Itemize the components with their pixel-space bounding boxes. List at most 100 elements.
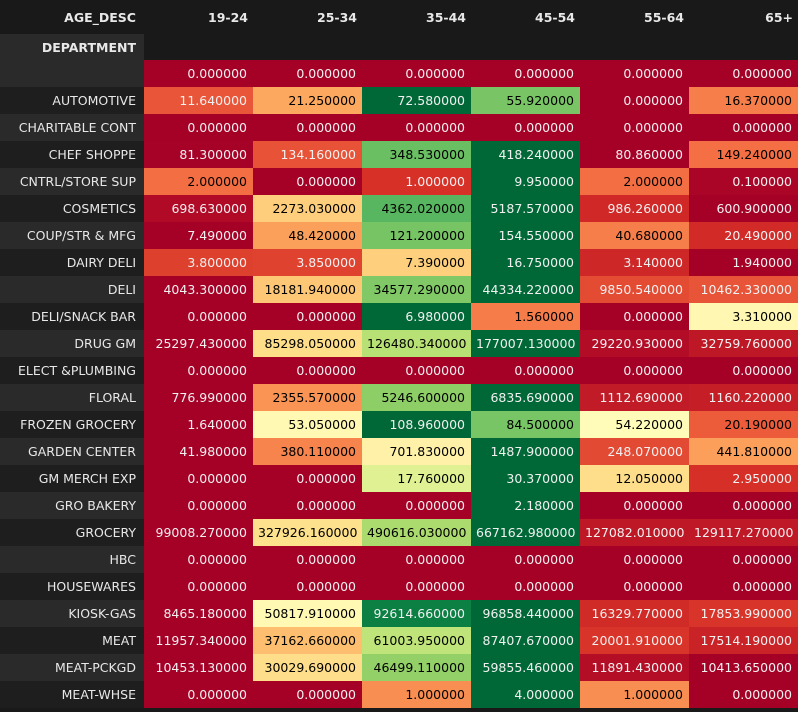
row-label: CHARITABLE CONT (0, 114, 144, 141)
heatmap-cell: 3.800000 (144, 249, 253, 276)
table-row: DRUG GM 25297.430000 85298.050000 126480.34… (0, 330, 798, 357)
heatmap-cell: 126480.340000 (362, 330, 471, 357)
heatmap-cell: 0.000000 (144, 357, 253, 384)
heatmap-cell: 11.640000 (144, 87, 253, 114)
heatmap-cell: 54.220000 (580, 411, 689, 438)
table-row: DELI/SNACK BAR 0.000000 0.000000 6.980000 1.… (0, 303, 798, 330)
heatmap-cell: 41.980000 (144, 438, 253, 465)
heatmap-cell: 177007.130000 (471, 330, 580, 357)
heatmap-cell: 0.000000 (253, 303, 362, 330)
blank-header-cell (580, 34, 689, 60)
row-label: DELI (0, 276, 144, 303)
heatmap-cell: 0.000000 (362, 114, 471, 141)
row-label: GROCERY (0, 519, 144, 546)
heatmap-cell: 0.000000 (362, 492, 471, 519)
heatmap-cell: 0.000000 (253, 681, 362, 708)
table-row: AUTOMOTIVE 11.640000 21.250000 72.580000 55.… (0, 87, 798, 114)
heatmap-cell: 0.000000 (362, 357, 471, 384)
row-label: HOUSEWARES (0, 573, 144, 600)
table-row: MEAT 11957.340000 37162.660000 61003.950000… (0, 627, 798, 654)
heatmap-cell: 72.580000 (362, 87, 471, 114)
table-row: HOUSEWARES 0.000000 0.000000 0.000000 0.0000… (0, 573, 798, 600)
heatmap-cell: 0.000000 (689, 60, 798, 87)
heatmap-cell: 18181.940000 (253, 276, 362, 303)
row-label: MEAT-WHSE (0, 681, 144, 708)
heatmap-cell: 1.000000 (580, 681, 689, 708)
table-row: CHARITABLE CONT 0.000000 0.000000 0.000000 0… (0, 114, 798, 141)
row-label: CNTRL/STORE SUP (0, 168, 144, 195)
index-name-row: DEPARTMENT (0, 34, 798, 60)
heatmap-cell: 6835.690000 (471, 384, 580, 411)
table-row: 0.000000 0.000000 0.000000 0.000000 0.000000… (0, 60, 798, 87)
row-label: CHEF SHOPPE (0, 141, 144, 168)
heatmap-cell: 1160.220000 (689, 384, 798, 411)
columns-name-header: AGE_DESC (0, 0, 144, 34)
heatmap-cell: 776.990000 (144, 384, 253, 411)
heatmap-cell: 8465.180000 (144, 600, 253, 627)
heatmap-cell: 0.000000 (362, 546, 471, 573)
heatmap-cell: 1.940000 (689, 249, 798, 276)
heatmap-cell: 490616.030000 (362, 519, 471, 546)
heatmap-cell: 61003.950000 (362, 627, 471, 654)
heatmap-cell: 2.000000 (144, 168, 253, 195)
heatmap-cell: 0.000000 (253, 357, 362, 384)
heatmap-cell: 32759.760000 (689, 330, 798, 357)
heatmap-cell: 0.000000 (362, 60, 471, 87)
heatmap-cell: 17.760000 (362, 465, 471, 492)
heatmap-cell: 701.830000 (362, 438, 471, 465)
heatmap-cell: 6.980000 (362, 303, 471, 330)
heatmap-cell: 0.000000 (253, 60, 362, 87)
heatmap-cell: 0.000000 (253, 546, 362, 573)
heatmap-cell: 1112.690000 (580, 384, 689, 411)
heatmap-cell: 0.000000 (144, 573, 253, 600)
heatmap-cell: 0.000000 (689, 357, 798, 384)
heatmap-cell: 248.070000 (580, 438, 689, 465)
heatmap-cell: 34577.290000 (362, 276, 471, 303)
heatmap-cell: 0.000000 (471, 114, 580, 141)
row-label: GARDEN CENTER (0, 438, 144, 465)
heatmap-cell: 380.110000 (253, 438, 362, 465)
heatmap-cell: 87407.670000 (471, 627, 580, 654)
heatmap-cell: 21.250000 (253, 87, 362, 114)
heatmap-cell: 92614.660000 (362, 600, 471, 627)
table-row: COUP/STR & MFG 7.490000 48.420000 121.20000… (0, 222, 798, 249)
table-row: HBC 0.000000 0.000000 0.000000 0.000000 0.000… (0, 546, 798, 573)
heatmap-cell: 85298.050000 (253, 330, 362, 357)
heatmap-cell: 59855.460000 (471, 654, 580, 681)
heatmap-cell: 667162.980000 (471, 519, 580, 546)
heatmap-cell: 20.190000 (689, 411, 798, 438)
heatmap-cell: 4362.020000 (362, 195, 471, 222)
heatmap-cell: 30029.690000 (253, 654, 362, 681)
heatmap-cell: 0.000000 (580, 60, 689, 87)
heatmap-cell: 40.680000 (580, 222, 689, 249)
heatmap-cell: 134.160000 (253, 141, 362, 168)
heatmap-cell: 55.920000 (471, 87, 580, 114)
heatmap-cell: 16.750000 (471, 249, 580, 276)
heatmap-cell: 50817.910000 (253, 600, 362, 627)
heatmap-cell: 121.200000 (362, 222, 471, 249)
row-label: DRUG GM (0, 330, 144, 357)
row-label: ELECT &PLUMBING (0, 357, 144, 384)
heatmap-cell: 154.550000 (471, 222, 580, 249)
heatmap-cell: 2355.570000 (253, 384, 362, 411)
table-row: FLORAL 776.990000 2355.570000 5246.600000 68… (0, 384, 798, 411)
heatmap-cell: 84.500000 (471, 411, 580, 438)
heatmap-cell: 108.960000 (362, 411, 471, 438)
row-label: GRO BAKERY (0, 492, 144, 519)
heatmap-cell: 2273.030000 (253, 195, 362, 222)
heatmap-cell: 16.370000 (689, 87, 798, 114)
row-label: DAIRY DELI (0, 249, 144, 276)
heatmap-cell: 37162.660000 (253, 627, 362, 654)
heatmap-cell: 0.000000 (144, 303, 253, 330)
heatmap-cell: 0.000000 (580, 546, 689, 573)
heatmap-cell: 0.000000 (471, 357, 580, 384)
heatmap-cell: 0.000000 (689, 573, 798, 600)
heatmap-cell: 3.850000 (253, 249, 362, 276)
heatmap-cell: 0.000000 (580, 303, 689, 330)
heatmap-cell: 0.000000 (144, 465, 253, 492)
heatmap-cell: 0.000000 (580, 492, 689, 519)
heatmap-cell: 9850.540000 (580, 276, 689, 303)
heatmap-cell: 0.000000 (580, 573, 689, 600)
heatmap-cell: 5187.570000 (471, 195, 580, 222)
